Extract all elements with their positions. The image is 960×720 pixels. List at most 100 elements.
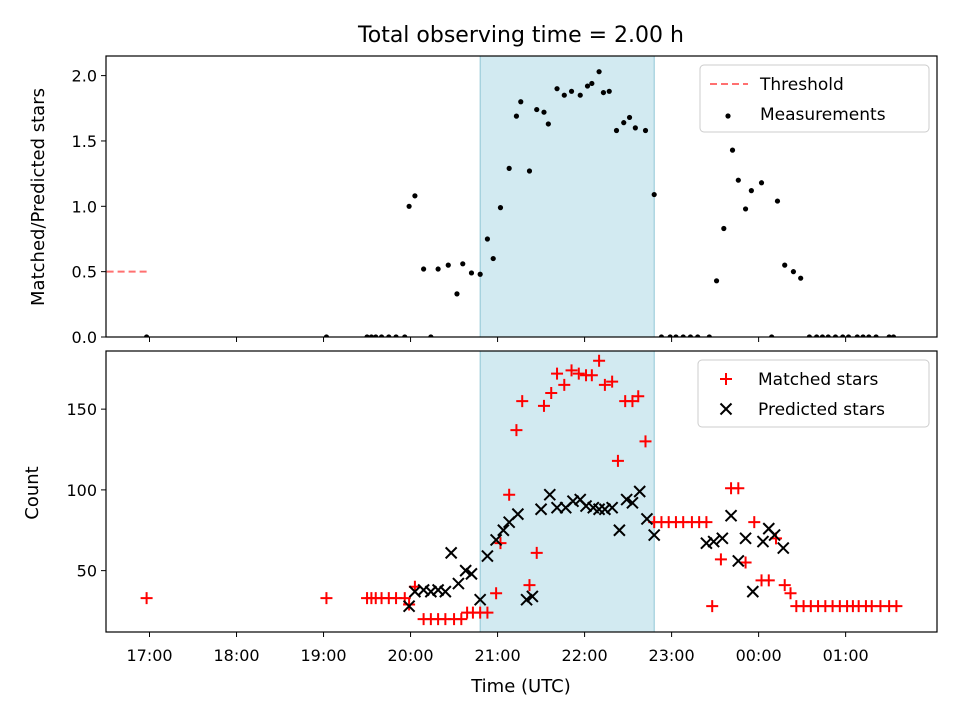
measurement-point: [845, 334, 852, 337]
y-tick-label: 0.0: [72, 328, 97, 347]
x-tick-label: 22:00: [562, 646, 608, 665]
observing-window-shade: [479, 55, 655, 338]
predicted-star-point: [633, 485, 646, 498]
predicted-star-point: [613, 524, 626, 537]
measurement-point: [144, 334, 150, 337]
y-tick-label: 1.0: [72, 197, 97, 216]
matched-star-point: [784, 587, 797, 600]
matched-star-point: [739, 556, 752, 569]
x-tick-label: 18:00: [213, 646, 259, 665]
measurement-point: [774, 198, 781, 204]
measurement-point: [435, 266, 441, 272]
measurement-point: [513, 113, 520, 119]
measurement-point: [477, 271, 483, 277]
matched-star-point: [537, 399, 550, 412]
measurement-point: [386, 334, 392, 337]
predicted-star-point: [481, 549, 494, 563]
measurement-point: [534, 106, 540, 113]
data-marks: [106, 69, 897, 337]
predicted-star-point: [579, 499, 593, 513]
measurement-point: [742, 206, 749, 212]
chart-title: Total observing time = 2.00 h: [357, 23, 684, 48]
measurement-point: [832, 334, 839, 337]
matched-star-point: [762, 574, 775, 587]
measurement-point: [518, 99, 524, 105]
measurement-point: [658, 334, 665, 337]
measurement-point: [651, 191, 657, 198]
observing-window-shade: [479, 350, 655, 633]
matched-star-point: [639, 435, 652, 448]
x-tick-label: 23:00: [649, 646, 695, 665]
matched-star-point: [606, 375, 619, 388]
x-tick-label: 17:00: [126, 646, 172, 665]
measurement-point: [412, 193, 418, 199]
matched-star-point: [516, 395, 529, 408]
measurement-point: [454, 291, 460, 297]
measurement-point: [748, 188, 754, 194]
legend-label: Matched stars: [758, 370, 878, 390]
measurement-point: [393, 334, 399, 337]
legend: Matched stars Predicted stars: [697, 359, 930, 428]
predicted-star-point: [724, 509, 738, 522]
matched-star-point: [403, 598, 416, 611]
top-y-axis-label: Matched/Predicted stars: [28, 88, 49, 306]
measurement-point: [642, 127, 649, 134]
measurement-point: [323, 334, 330, 337]
x-tick-label: 00:00: [736, 646, 782, 665]
predicted-star-point: [402, 599, 416, 613]
matched-star-point: [320, 592, 333, 605]
matched-star-point: [700, 516, 713, 529]
measurement-point: [577, 92, 583, 98]
measurement-point: [721, 225, 727, 232]
predicted-star-point: [605, 501, 619, 514]
measurement-point: [886, 334, 892, 337]
matched-star-point: [565, 364, 578, 377]
measurement-point: [866, 334, 872, 337]
y-tick-label: 1.5: [72, 132, 97, 151]
predicted-star-point: [777, 541, 790, 555]
predicted-star-point: [592, 503, 606, 516]
legend-box: [697, 359, 930, 428]
measurement-point: [460, 261, 466, 267]
predicted-star-point: [497, 524, 510, 537]
measurement-point: [568, 88, 575, 94]
predicted-star-point: [465, 567, 478, 581]
measurement-point: [854, 334, 860, 337]
axes-frame: [105, 55, 938, 338]
predicted-star-point: [452, 577, 465, 590]
predicted-star-point: [489, 533, 503, 547]
matched-star-point: [748, 516, 761, 529]
legend-label: Predicted stars: [758, 400, 885, 420]
measurement-point: [798, 275, 804, 281]
measurement-point: [584, 83, 591, 89]
matched-star-point: [510, 424, 523, 437]
plot-layer: 0.0 0.5 1.0 1.5 2.0 Threshold Measurements 50 10…: [66, 55, 938, 665]
matched-star-point: [481, 606, 494, 619]
predicted-star-point: [520, 593, 533, 606]
matched-star-point: [585, 369, 598, 382]
predicted-star-point: [566, 494, 580, 508]
data-marks: [140, 354, 903, 626]
measurement-point: [806, 334, 812, 337]
measurement-point: [600, 89, 607, 96]
measurement-point: [790, 269, 797, 275]
panel-ratio: 0.0 0.5 1.0 1.5 2.0 Threshold Measurements: [72, 55, 938, 347]
measurement-point: [860, 334, 866, 337]
x-tick-label: 19:00: [300, 646, 346, 665]
measurement-point: [596, 69, 602, 75]
legend-label: Threshold: [759, 75, 844, 95]
predicted-star-point: [511, 507, 525, 521]
matched-star-point: [503, 488, 516, 501]
legend-matched-swatch: [720, 373, 732, 385]
predicted-star-point: [473, 593, 487, 606]
x-axis-label: Time (UTC): [470, 676, 571, 697]
measurement-point: [840, 334, 846, 337]
measurement-point: [368, 334, 374, 337]
measurement-point: [621, 120, 627, 126]
measurement-point: [706, 334, 712, 337]
legend-label: Measurements: [760, 105, 886, 125]
predicted-star-point: [543, 488, 556, 501]
measurement-point: [490, 255, 496, 262]
measurement-point: [819, 334, 826, 337]
